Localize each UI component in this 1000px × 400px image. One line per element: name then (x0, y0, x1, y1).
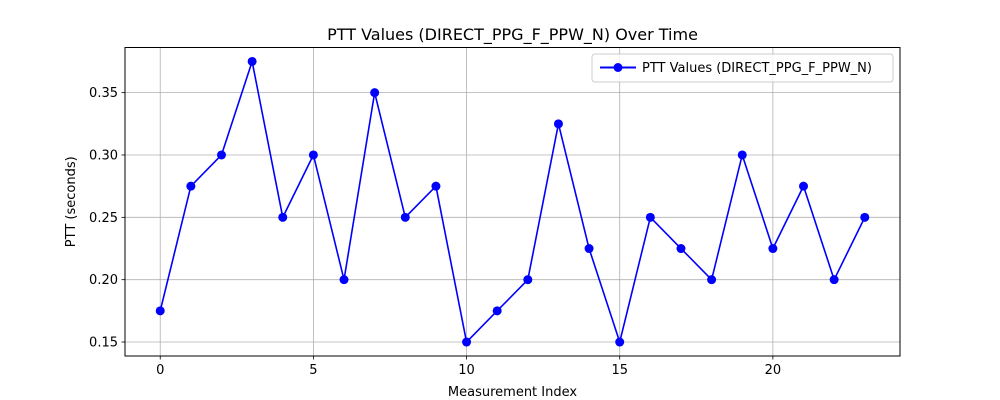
data-point (707, 275, 717, 285)
y-tick-label: 0.25 (89, 211, 118, 226)
x-tick-label: 10 (458, 363, 475, 378)
y-tick-label: 0.30 (89, 148, 118, 163)
x-tick-label: 15 (611, 363, 628, 378)
data-point (278, 212, 288, 222)
data-point (462, 337, 472, 347)
y-tick-label: 0.35 (89, 86, 118, 101)
data-point (400, 212, 410, 222)
data-point (553, 119, 563, 129)
data-point (492, 306, 502, 316)
data-point (615, 337, 625, 347)
x-tick-label: 5 (309, 363, 317, 378)
x-axis-label: Measurement Index (448, 385, 577, 400)
data-point (676, 244, 686, 254)
data-point (829, 275, 839, 285)
x-tick-label: 20 (765, 363, 782, 378)
data-point (339, 275, 349, 285)
legend-label: PTT Values (DIRECT_PPG_F_PPW_N) (642, 61, 872, 76)
data-point (370, 88, 380, 98)
data-point (247, 56, 257, 66)
y-tick-label: 0.15 (89, 336, 118, 351)
data-point (523, 275, 533, 285)
data-point (645, 212, 655, 222)
series-line (159, 60, 866, 343)
y-axis: 0.15 0.20 0.25 0.30 0.35 (89, 86, 125, 351)
data-point (799, 181, 809, 191)
legend: PTT Values (DIRECT_PPG_F_PPW_N) (591, 53, 894, 83)
data-point (431, 181, 441, 191)
legend-box (591, 53, 894, 83)
y-axis-label: PTT (seconds) (64, 156, 79, 247)
legend-marker-swatch (613, 63, 623, 72)
series-layer (155, 56, 870, 347)
data-point (737, 150, 747, 160)
data-point (308, 150, 318, 160)
chart-title: PTT Values (DIRECT_PPG_F_PPW_N) Over Tim… (327, 25, 698, 45)
data-point (860, 212, 870, 222)
data-point (584, 244, 594, 254)
y-tick-label: 0.20 (89, 273, 118, 288)
x-tick-label: 0 (156, 363, 164, 378)
data-point (155, 306, 165, 316)
data-point (216, 150, 226, 160)
data-point (768, 244, 778, 254)
x-axis: 0 5 10 15 20 (156, 356, 781, 378)
data-point (186, 181, 196, 191)
plot-frame (124, 47, 901, 357)
grid (125, 47, 900, 356)
